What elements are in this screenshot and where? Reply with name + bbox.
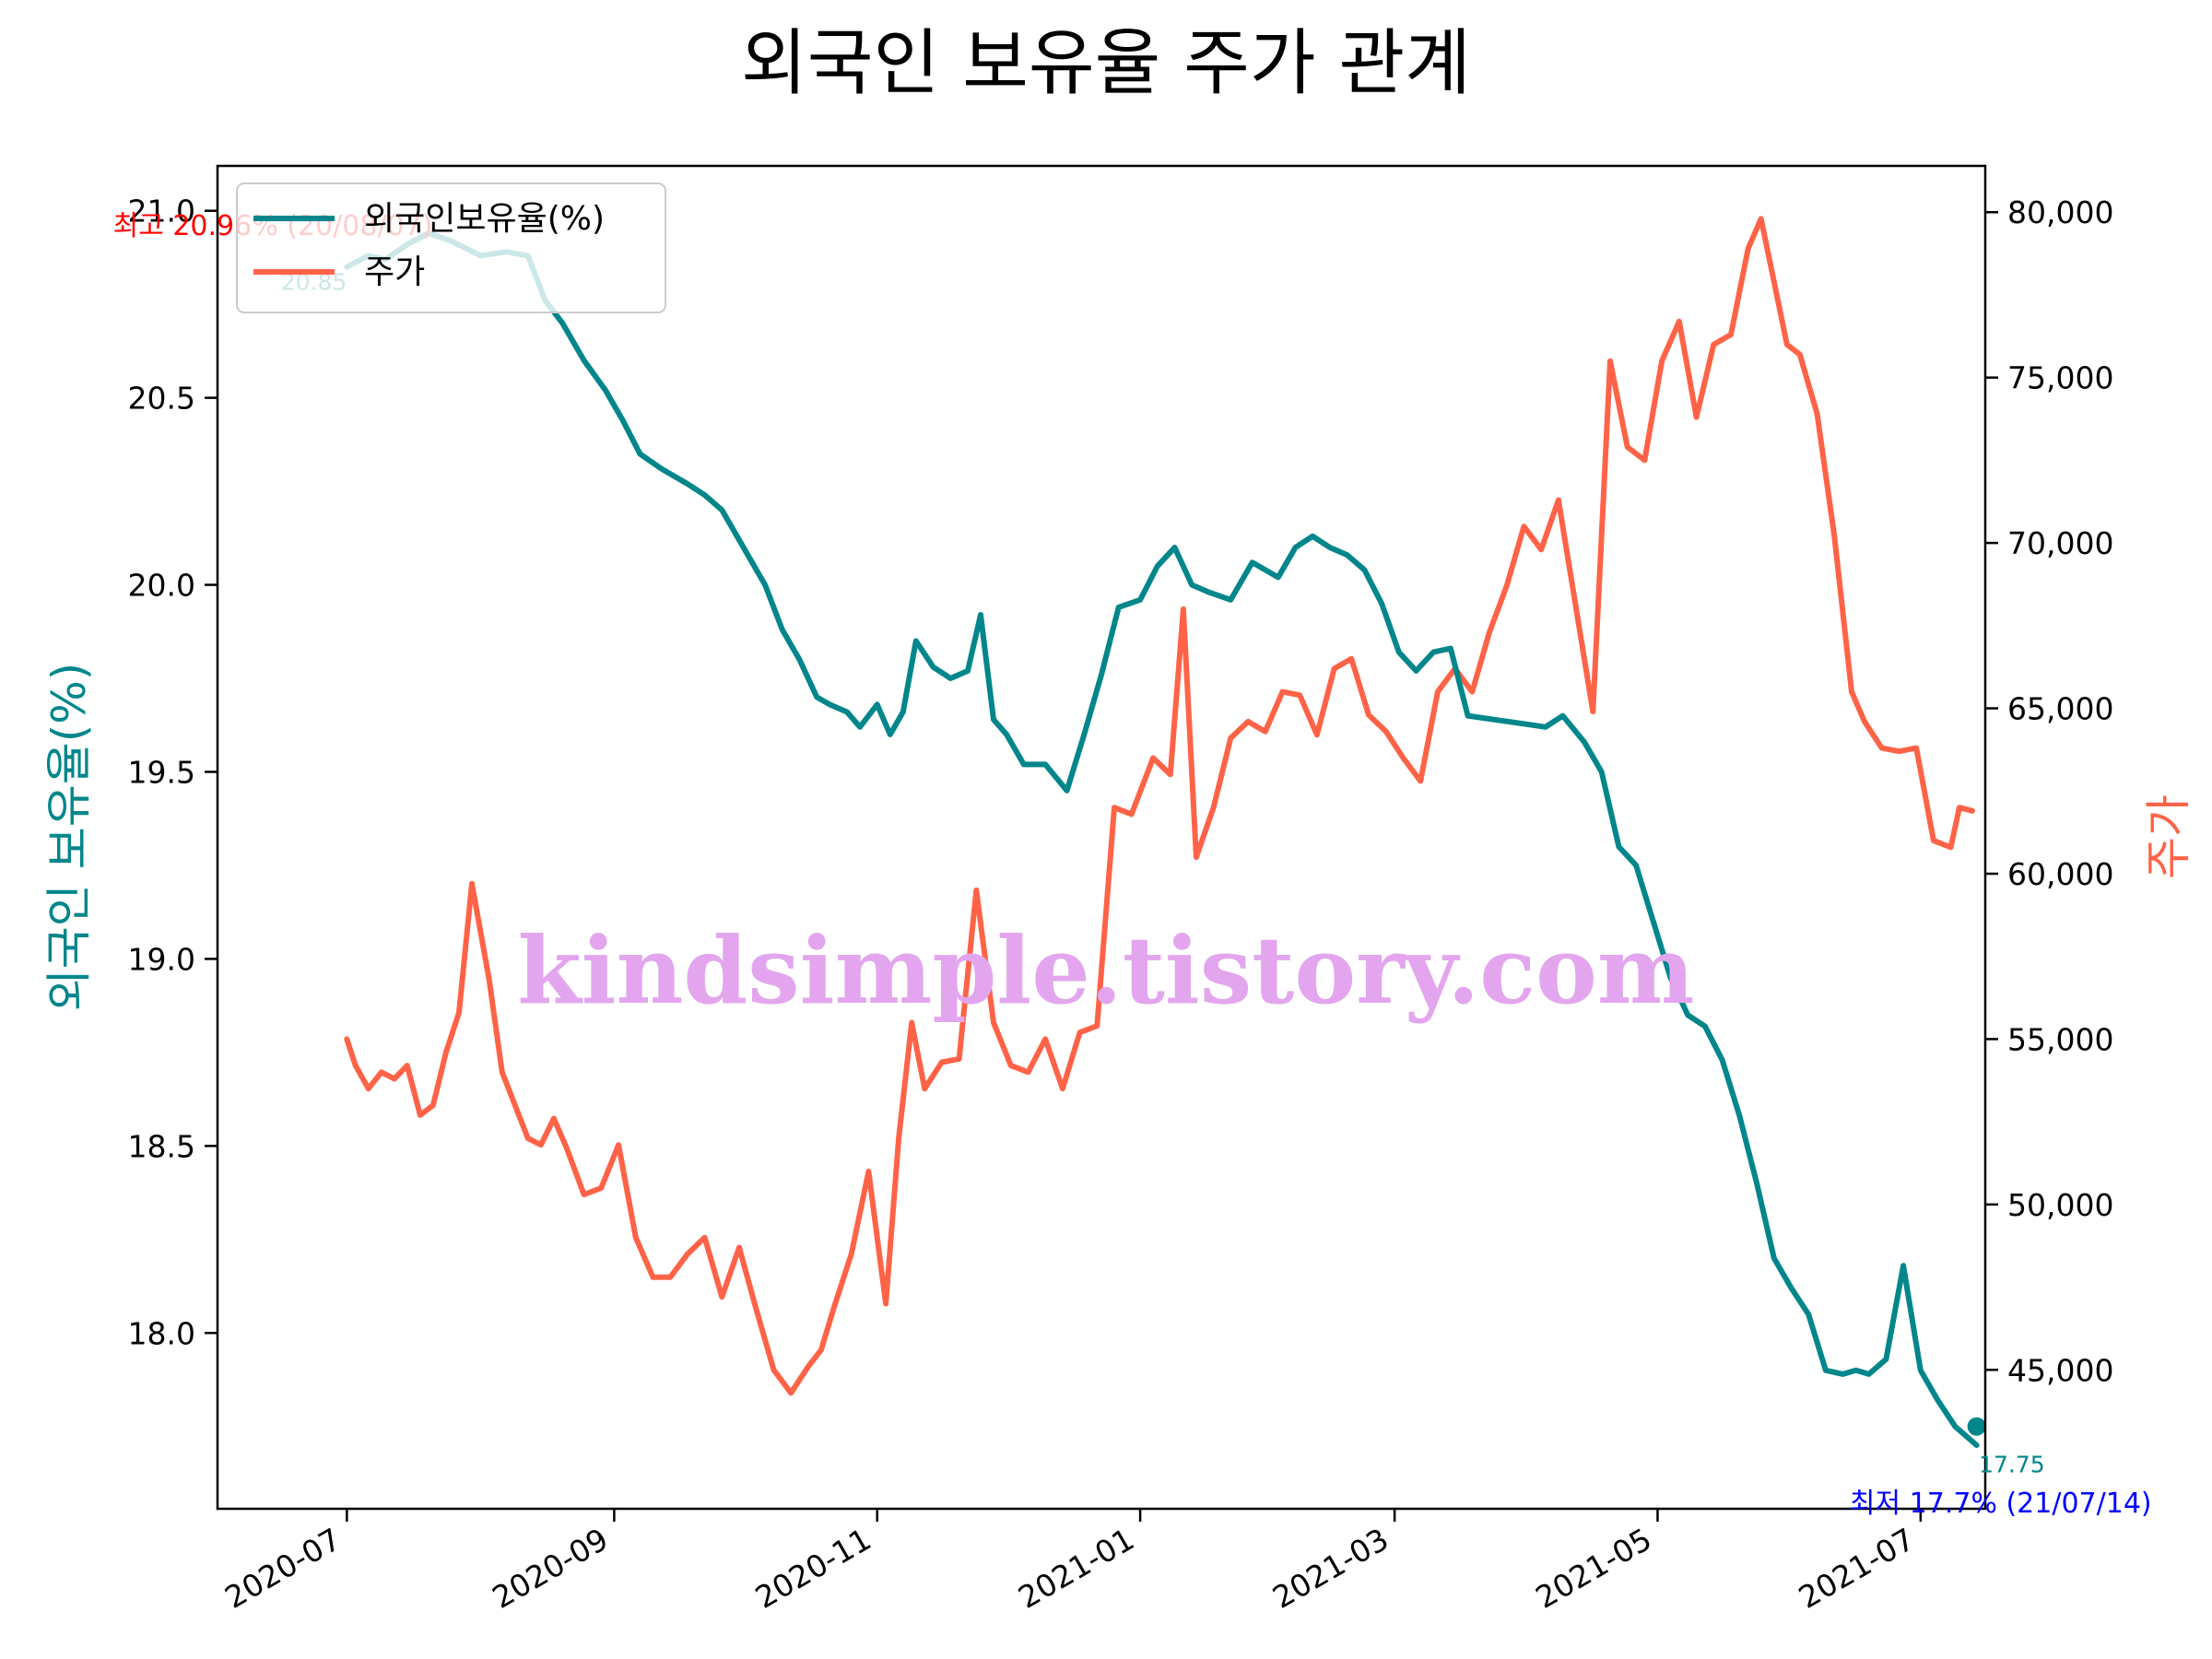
y-left-tick-label: 20.0 (128, 568, 195, 604)
y-right-tick-label: 55,000 (2007, 1021, 2113, 1057)
legend-label-foreign: 외국인보유율(%) (364, 200, 605, 238)
y-right-tick-label: 50,000 (2007, 1187, 2113, 1223)
y-left-tick-label: 20.5 (128, 381, 195, 417)
legend-box (236, 182, 666, 313)
y-axis-right: 45,000 50,000 55,000 60,000 65,000 70,000 75,0… (1985, 194, 2113, 1388)
y-axis-right-label: 주가 (2142, 794, 2195, 879)
x-axis: 2020-07 2020-09 2020-11 2021-01 2021-03 2021-… (218, 1509, 1923, 1616)
series-line-price (344, 216, 1975, 1396)
y-left-tick-label: 19.5 (128, 754, 195, 790)
annotation-min: 최저 17.7% (21/07/14) (1850, 1488, 2152, 1520)
y-right-tick-label: 70,000 (2007, 525, 2113, 561)
watermark: kindsimple.tistory.com (517, 916, 1694, 1025)
x-tick-label: 2021-07 (1793, 1521, 1921, 1616)
x-tick-label: 2020-11 (749, 1521, 877, 1616)
chart-title: 외국인 보유율 주가 관계 (741, 22, 1471, 105)
plot-frame (216, 164, 1987, 1511)
y-left-tick-label: 21.0 (128, 194, 195, 229)
x-tick-label: 2020-07 (218, 1521, 347, 1616)
plot-series (344, 216, 1986, 1448)
y-right-tick-label: 80,000 (2007, 194, 2113, 230)
y-axis-left: 18.0 18.5 19.0 19.5 20.0 20.5 21.0 (128, 194, 218, 1351)
legend: 외국인보유율(%) 주가 (236, 182, 666, 313)
annotation-end-value: 17.75 (1979, 1452, 2045, 1478)
y-right-tick-label: 65,000 (2007, 691, 2113, 727)
series-line-foreign (344, 230, 1980, 1448)
y-left-tick-label: 18.5 (128, 1128, 195, 1164)
x-tick-label: 2021-05 (1530, 1521, 1658, 1616)
y-right-tick-label: 75,000 (2007, 360, 2113, 396)
y-left-tick-label: 18.0 (128, 1315, 195, 1351)
legend-label-price: 주가 (364, 253, 425, 291)
y-right-tick-label: 60,000 (2007, 856, 2113, 892)
annotations: 최고 20.96% (20/08/07)20.85최저 17.7% (21/07… (113, 210, 2152, 1520)
x-tick-label: 2020-09 (486, 1521, 614, 1616)
y-right-tick-label: 45,000 (2007, 1352, 2113, 1388)
y-left-tick-label: 19.0 (128, 941, 195, 977)
x-tick-label: 2021-03 (1266, 1521, 1394, 1616)
x-tick-label: 2021-01 (1012, 1521, 1140, 1616)
y-axis-left-label: 외국인 보유율(%) (42, 663, 96, 1011)
end-point-marker (1967, 1417, 1986, 1436)
